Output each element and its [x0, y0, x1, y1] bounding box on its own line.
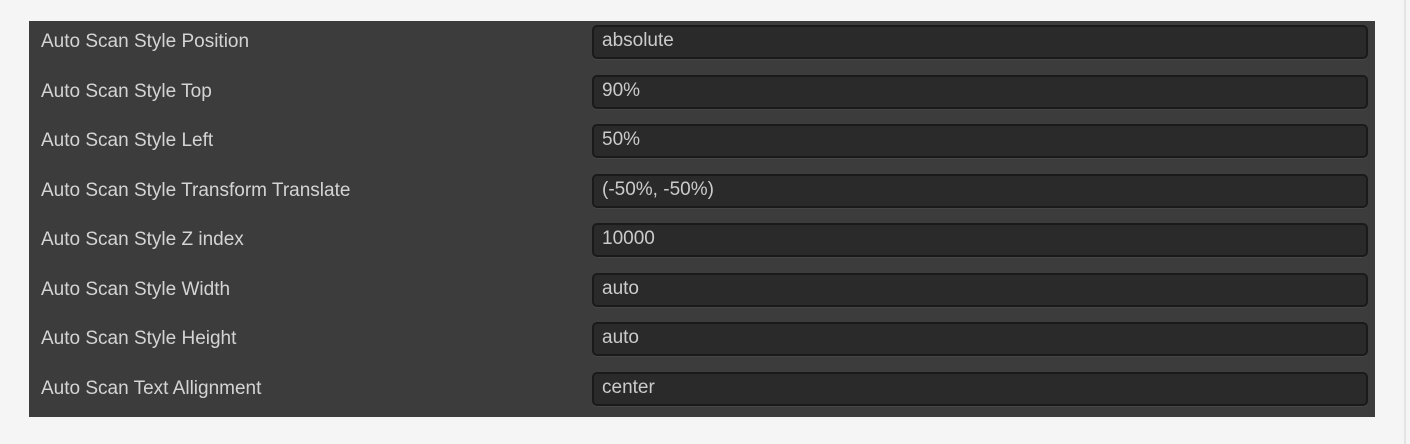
property-label-text-alignment: Auto Scan Text Allignment	[41, 377, 262, 399]
property-row: Auto Scan Style Left	[29, 120, 1375, 170]
top-field[interactable]	[592, 74, 1368, 109]
z-index-field[interactable]	[592, 223, 1368, 257]
width-field[interactable]	[592, 272, 1368, 307]
property-label-left: Auto Scan Style Left	[41, 130, 214, 151]
property-label-top: Auto Scan Style Top	[41, 80, 212, 102]
property-row: Auto Scan Style Transform Translate	[29, 170, 1375, 220]
inspector-panel: Auto Scan Style Position Auto Scan Style…	[29, 21, 1375, 417]
property-row: Auto Scan Style Z index	[29, 219, 1375, 269]
text-alignment-field[interactable]	[592, 371, 1368, 406]
property-label-position: Auto Scan Style Position	[41, 31, 250, 52]
property-row: Auto Scan Style Width	[29, 269, 1375, 319]
property-row: Auto Scan Style Position	[29, 21, 1375, 71]
height-field[interactable]	[592, 322, 1368, 356]
property-row: Auto Scan Text Allignment	[29, 368, 1375, 418]
left-field[interactable]	[592, 124, 1368, 158]
property-label-transform-translate: Auto Scan Style Transform Translate	[41, 179, 351, 201]
transform-translate-field[interactable]	[592, 173, 1368, 208]
property-row: Auto Scan Style Top	[29, 71, 1375, 121]
property-label-width: Auto Scan Style Width	[41, 278, 231, 300]
page-right-border	[1404, 0, 1406, 444]
property-label-z-index: Auto Scan Style Z index	[41, 229, 244, 250]
position-field[interactable]	[592, 25, 1368, 59]
property-row: Auto Scan Style Height	[29, 318, 1375, 368]
property-label-height: Auto Scan Style Height	[41, 328, 237, 349]
